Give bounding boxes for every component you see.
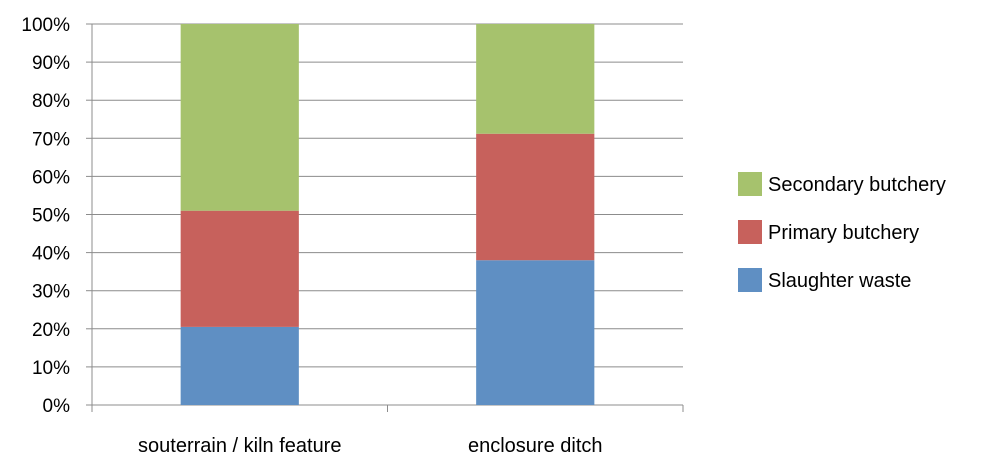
y-tick-label: 70% <box>32 129 70 150</box>
x-category-label: souterrain / kiln feature <box>138 435 341 457</box>
bar-primary-butchery <box>476 133 595 261</box>
x-axis-category-labels: souterrain / kiln feature enclosure ditch <box>138 435 602 457</box>
bar-primary-butchery <box>180 210 299 327</box>
legend-label: Secondary butchery <box>768 174 946 196</box>
y-tick-label: 50% <box>32 206 70 227</box>
bars <box>180 24 595 405</box>
legend-swatch <box>738 172 762 196</box>
y-tick-label: 60% <box>32 167 70 188</box>
legend-label: Slaughter waste <box>768 270 911 292</box>
y-tick-label: 80% <box>32 91 70 112</box>
bar-secondary-butchery <box>180 24 299 211</box>
y-axis-tick-labels: 0% 10% 20% 30% 40% 50% 60% 70% 80% 90% 100% <box>21 15 70 417</box>
y-tick-label: 30% <box>32 282 70 303</box>
bar-secondary-butchery <box>476 24 595 134</box>
legend-swatch <box>738 220 762 244</box>
y-tick-label: 0% <box>43 396 71 417</box>
legend: Secondary butchery Primary butchery Slaugh… <box>738 172 946 292</box>
x-category-label: enclosure ditch <box>468 435 603 457</box>
bar-slaughter-waste <box>180 326 299 405</box>
legend-label: Primary butchery <box>768 222 919 244</box>
y-tick-label: 10% <box>32 358 70 379</box>
legend-swatch <box>738 268 762 292</box>
y-tick-label: 40% <box>32 244 70 265</box>
y-tick-label: 20% <box>32 320 70 341</box>
y-tick-label: 90% <box>32 53 70 74</box>
bar-slaughter-waste <box>476 260 595 405</box>
y-tick-label: 100% <box>21 15 70 36</box>
